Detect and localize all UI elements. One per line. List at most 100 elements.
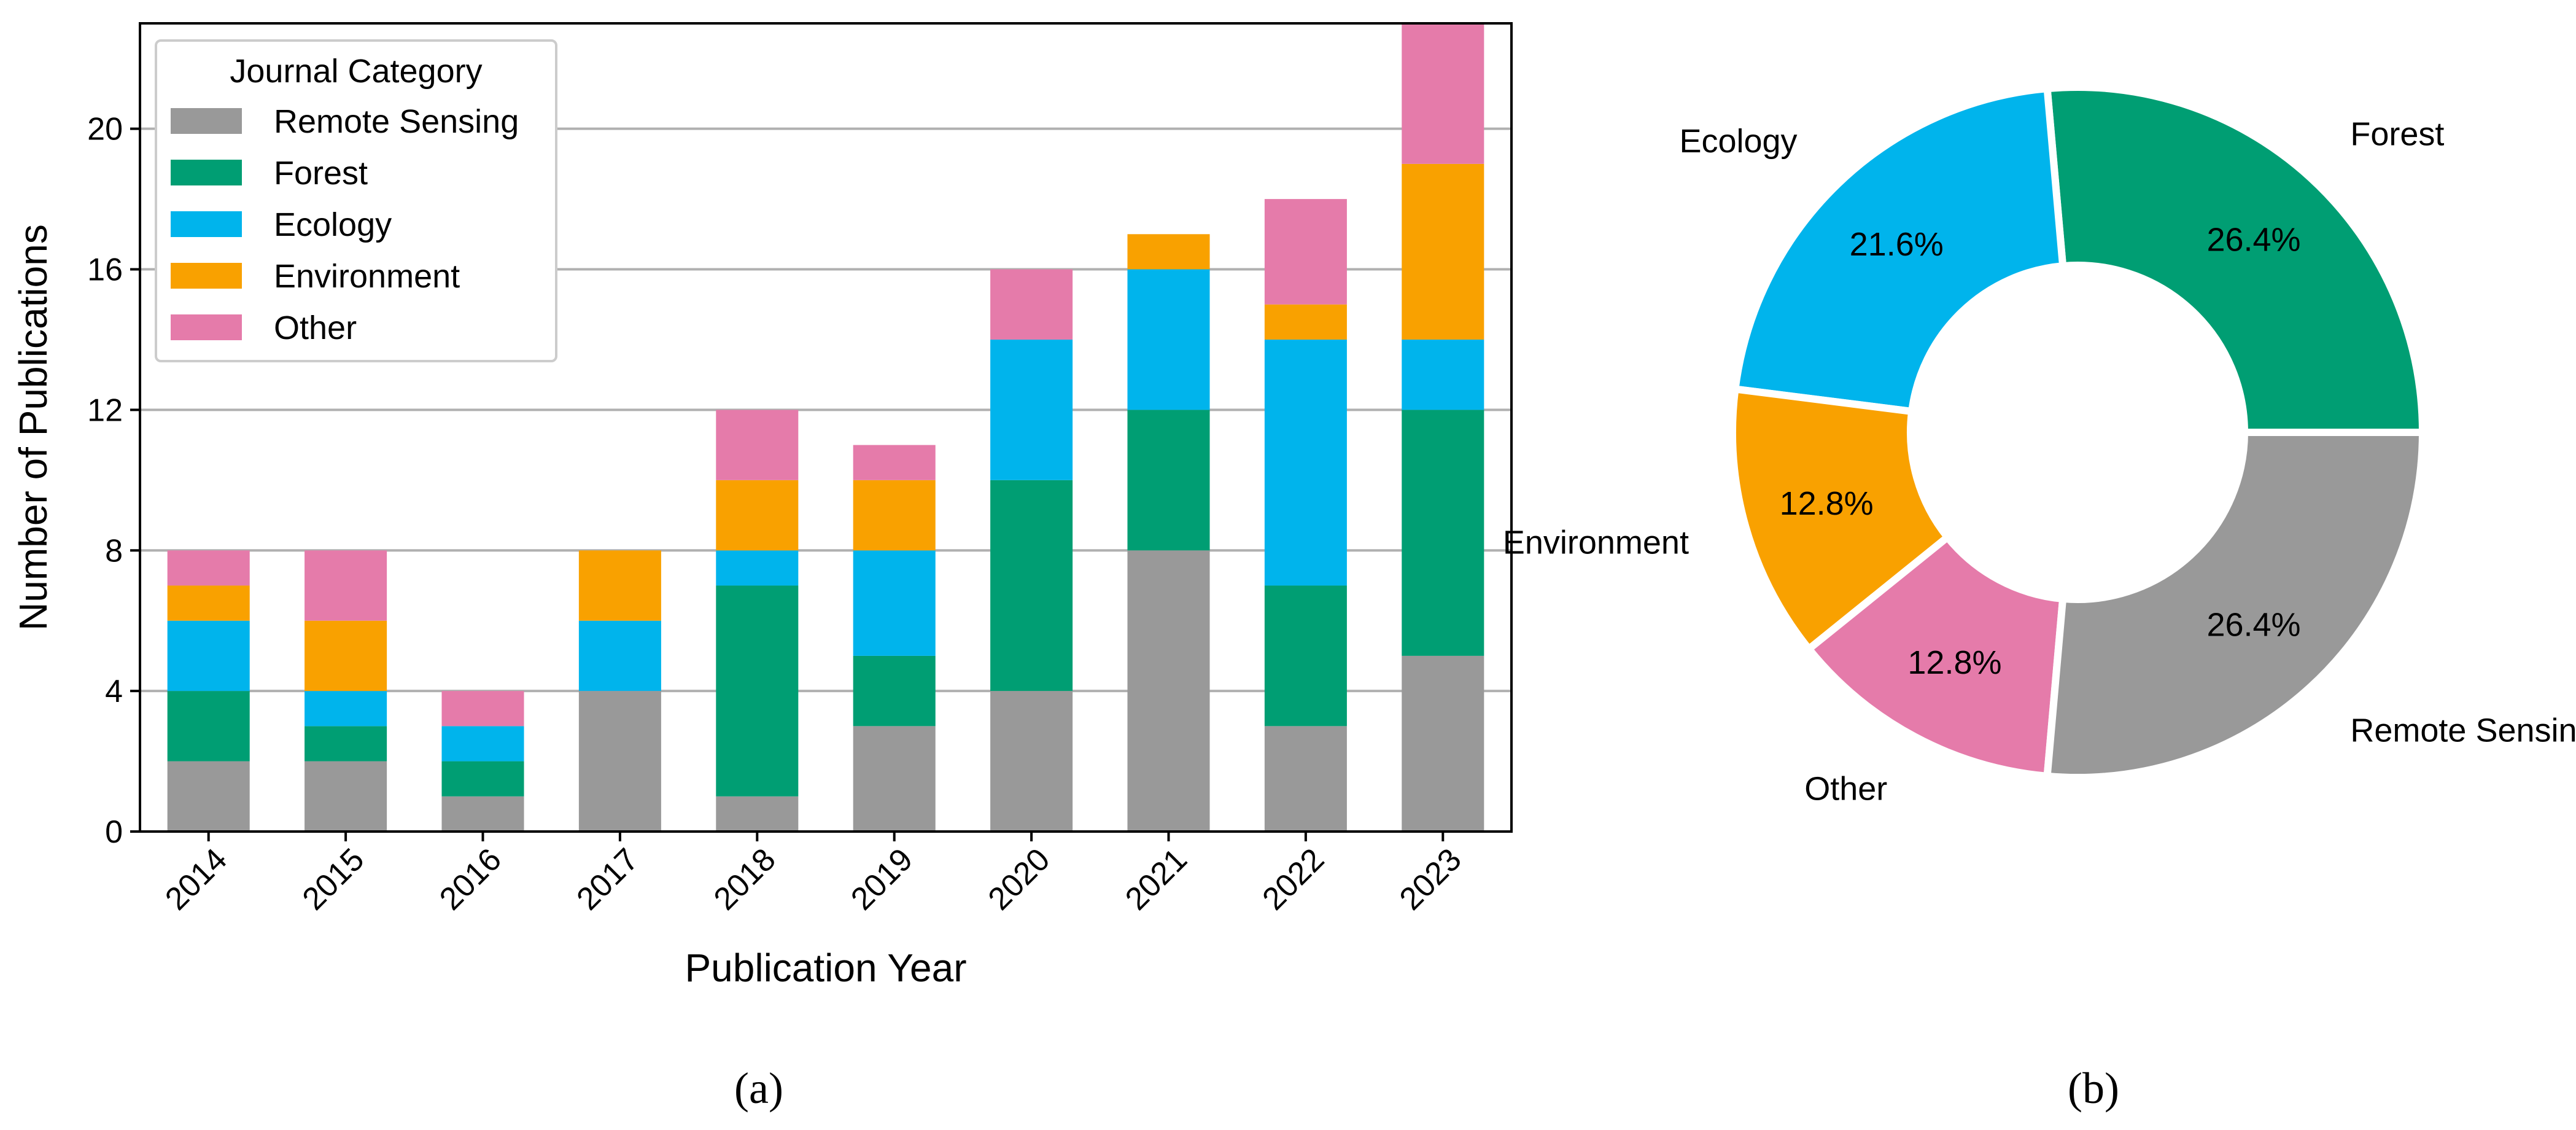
bar-other-2022 (1264, 199, 1347, 305)
legend-label-environment: Environment (274, 258, 460, 295)
donut-percent-ecology: 21.6% (1850, 226, 1944, 263)
legend-title: Journal Category (230, 53, 482, 90)
bar-ecology-2022 (1264, 339, 1347, 586)
x-tick-label: 2015 (296, 842, 371, 918)
bar-forest-2023 (1402, 410, 1484, 656)
bar-other-2018 (716, 410, 799, 480)
y-tick-label: 4 (105, 674, 123, 709)
bar-forest-2015 (305, 726, 387, 762)
bar-environment-2023 (1402, 163, 1484, 340)
bar-other-2015 (305, 550, 387, 621)
bar-environment-2022 (1264, 304, 1347, 340)
bar-legend: Journal Category Remote Sensing Forest Eco… (155, 39, 557, 362)
panel-label-a: (a) (734, 1064, 783, 1113)
bar-y-ticks: 0 4 8 12 16 20 (87, 112, 140, 850)
x-tick-label: 2018 (707, 842, 783, 918)
donut-percent-other: 12.8% (1907, 644, 2001, 681)
donut-slice-forest (2043, 84, 2427, 436)
legend-label-ecology: Ecology (274, 206, 392, 243)
bar-remote-sensing-2020 (990, 691, 1073, 832)
bar-ecology-2016 (441, 726, 524, 762)
bar-environment-2017 (578, 550, 661, 621)
donut-slice-environment (1729, 384, 1953, 655)
bar-series-group (167, 23, 1484, 832)
legend-label-forest: Forest (274, 155, 368, 192)
legend-swatch-other (171, 314, 242, 340)
bar-y-axis-label: Number of Publications (11, 224, 55, 631)
bar-forest-2019 (853, 655, 936, 727)
bar-remote-sensing-2015 (305, 761, 387, 832)
donut-percent-forest: 26.4% (2206, 222, 2300, 259)
bar-ecology-2019 (853, 550, 936, 656)
legend-swatch-forest (171, 160, 242, 185)
bar-environment-2015 (305, 620, 387, 692)
bar-other-2019 (853, 445, 936, 480)
bar-forest-2022 (1264, 585, 1347, 727)
bar-environment-2021 (1127, 234, 1210, 270)
donut-label-other: Other (1804, 771, 1887, 808)
bar-environment-2018 (716, 480, 799, 551)
bar-remote-sensing-2023 (1402, 655, 1484, 832)
bar-x-ticks: 2014 2015 2016 2017 2018 2019 2020 2021 2022 2023 (158, 832, 1468, 917)
donut-chart: 26.4% Forest 21.6% Ecology 12.8% Environment 1… (1503, 84, 2576, 1113)
bar-remote-sensing-2017 (578, 691, 661, 832)
bar-forest-2020 (990, 480, 1073, 692)
bar-remote-sensing-2016 (441, 796, 524, 832)
y-tick-label: 16 (87, 252, 123, 288)
y-tick-label: 12 (87, 392, 123, 428)
bar-ecology-2020 (990, 339, 1073, 480)
y-tick-label: 8 (105, 533, 123, 569)
bar-ecology-2023 (1402, 339, 1484, 410)
bar-ecology-2018 (716, 550, 799, 586)
bar-ecology-2014 (167, 620, 250, 692)
bar-ecology-2017 (578, 620, 661, 692)
donut-slice-other (1804, 532, 2067, 781)
legend-items: Remote Sensing Forest Ecology Environment Ot… (171, 103, 519, 346)
x-tick-label: 2021 (1119, 842, 1194, 918)
donut-slices (1729, 84, 2427, 781)
x-tick-label: 2017 (570, 842, 645, 918)
bar-remote-sensing-2014 (167, 761, 250, 832)
legend-label-remote-sensing: Remote Sensing (274, 103, 519, 140)
bar-plot-frame (139, 22, 1513, 833)
bar-forest-2014 (167, 691, 250, 762)
legend-box (155, 39, 557, 362)
bar-remote-sensing-2018 (716, 796, 799, 832)
bar-x-axis-label: Publication Year (685, 946, 966, 990)
donut-label-forest: Forest (2350, 116, 2444, 153)
legend-label-other: Other (274, 310, 357, 346)
bar-other-2023 (1402, 23, 1484, 164)
y-tick-label: 20 (87, 112, 123, 147)
y-tick-label: 0 (105, 814, 123, 850)
donut-label-ecology: Ecology (1679, 123, 1797, 160)
legend-swatch-ecology (171, 211, 242, 237)
legend-swatch-environment (171, 263, 242, 289)
x-tick-label: 2020 (982, 842, 1057, 918)
x-tick-label: 2016 (433, 842, 508, 918)
panel-label-b: (b) (2068, 1064, 2119, 1113)
bar-ecology-2021 (1127, 269, 1210, 410)
legend-swatch-remote-sensing (171, 108, 242, 134)
donut-slice-remote-sensing (2043, 429, 2427, 781)
donut-label-environment: Environment (1503, 524, 1689, 561)
bar-ecology-2015 (305, 691, 387, 727)
x-tick-label: 2014 (158, 842, 234, 918)
x-tick-label: 2019 (844, 842, 920, 918)
bar-environment-2019 (853, 480, 936, 551)
x-tick-label: 2022 (1255, 842, 1331, 918)
bar-other-2020 (990, 269, 1073, 340)
donut-percent-remote-sensing: 26.4% (2206, 606, 2300, 643)
x-tick-label: 2023 (1393, 842, 1468, 918)
bar-remote-sensing-2022 (1264, 726, 1347, 832)
bar-remote-sensing-2021 (1127, 550, 1210, 832)
bar-forest-2018 (716, 585, 799, 797)
donut-slice-ecology (1731, 84, 2067, 416)
bar-other-2016 (441, 691, 524, 727)
donut-labels: 26.4% Forest 21.6% Ecology 12.8% Environment 1… (1503, 116, 2576, 808)
donut-label-remote-sensing: Remote Sensing (2350, 712, 2576, 749)
bar-environment-2014 (167, 585, 250, 621)
bar-other-2014 (167, 550, 250, 586)
bar-forest-2016 (441, 761, 524, 797)
